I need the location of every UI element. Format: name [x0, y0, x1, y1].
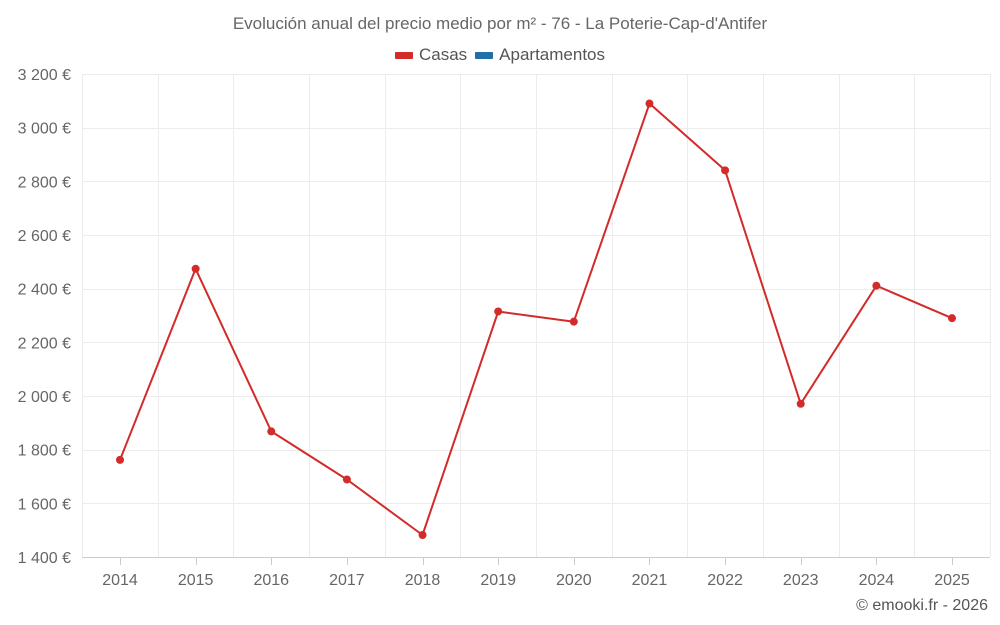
data-point-casas [418, 530, 427, 539]
data-point-casas [494, 307, 503, 316]
x-tick-label: 2015 [178, 572, 214, 589]
data-point-casas [116, 455, 124, 464]
y-tick-label: 3 200 € [18, 67, 71, 84]
y-tick-label: 2 600 € [18, 228, 71, 245]
y-tick-label: 1 800 € [18, 443, 71, 460]
series-line-casas [119, 102, 953, 536]
legend-item-casas[interactable]: Casas [394, 45, 468, 65]
x-tick-label: 2025 [934, 572, 970, 589]
credit-text: © emooki.fr - 2026 [856, 597, 988, 614]
x-tick-label: 2024 [859, 572, 895, 589]
legend-item-apartamentos[interactable]: Apartamentos [475, 45, 605, 65]
data-point-casas [645, 99, 654, 108]
data-point-casas [342, 475, 351, 484]
data-point-casas [948, 314, 956, 323]
data-point-casas [191, 264, 200, 273]
x-tick-label: 2018 [405, 572, 441, 589]
x-tick-label: 2020 [556, 572, 592, 589]
x-tick-label: 2021 [632, 572, 668, 589]
data-point-casas [267, 427, 276, 436]
data-point-casas [721, 166, 730, 175]
y-tick-label: 1 600 € [18, 496, 71, 513]
y-tick-label: 1 400 € [18, 550, 71, 567]
x-tick-label: 2023 [783, 572, 819, 589]
y-tick-label: 2 000 € [18, 389, 71, 406]
x-tick-label: 2017 [329, 572, 365, 589]
y-tick-label: 2 200 € [18, 335, 71, 352]
legend-label-apartamentos: Apartamentos [499, 45, 606, 64]
chart-title: Evolución anual del precio medio por m² … [232, 14, 768, 33]
legend-swatch-apartamentos [475, 51, 494, 59]
data-point-casas [796, 399, 805, 408]
y-tick-label: 2 800 € [18, 174, 71, 191]
legend-swatch-casas [394, 51, 413, 59]
x-tick-label: 2016 [253, 572, 289, 589]
y-tick-label: 2 400 € [18, 282, 71, 299]
legend-label-casas: Casas [418, 45, 468, 64]
chart-legend: Casas Apartamentos [0, 45, 1000, 65]
y-tick-label: 3 000 € [18, 121, 71, 138]
data-point-casas [569, 317, 578, 326]
x-tick-label: 2014 [102, 572, 138, 589]
x-tick-label: 2022 [707, 572, 743, 589]
x-tick-label: 2019 [480, 572, 516, 589]
data-point-casas [872, 281, 881, 290]
